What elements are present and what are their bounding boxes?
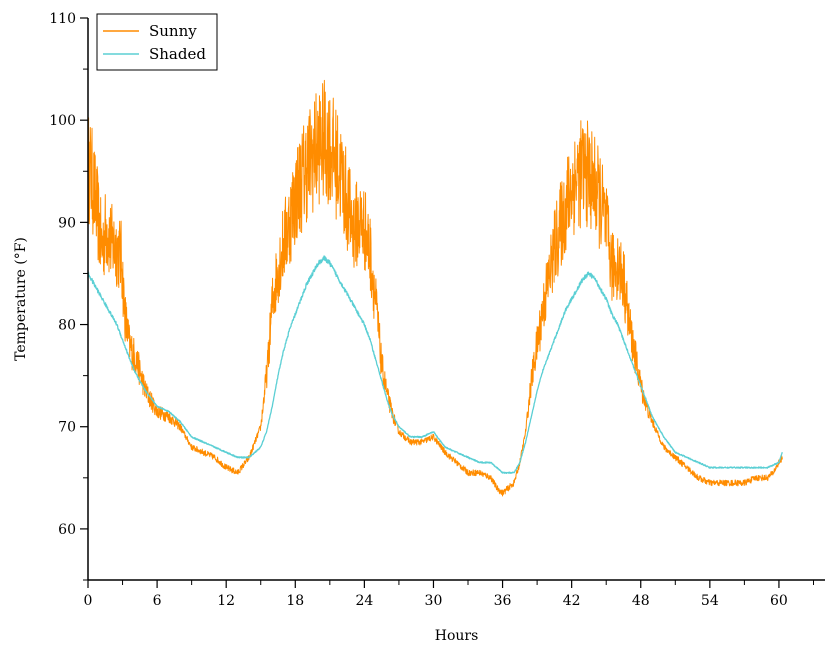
x-tick-label: 48 <box>632 593 650 609</box>
y-tick-label: 80 <box>58 318 76 334</box>
y-tick-label: 70 <box>58 420 76 436</box>
legend: Sunny Shaded <box>96 13 218 71</box>
y-tick-label: 110 <box>49 11 76 27</box>
ticks: 0 6 12 18 24 30 36 42 48 54 60 60 70 80 90 100 110 <box>49 11 814 609</box>
plot-area <box>87 79 783 497</box>
x-tick-label: 42 <box>563 593 581 609</box>
x-tick-label: 6 <box>153 593 162 609</box>
x-tick-label: 18 <box>286 593 304 609</box>
x-tick-label: 60 <box>770 593 788 609</box>
legend-box <box>96 13 218 71</box>
series-line-sunny <box>87 79 783 497</box>
x-tick-label: 0 <box>84 593 93 609</box>
y-tick-label: 90 <box>58 215 76 231</box>
y-axis-label: Temperature (°F) <box>13 237 29 361</box>
y-tick-label: 60 <box>58 522 76 538</box>
x-tick-label: 24 <box>355 593 373 609</box>
axes <box>87 18 825 581</box>
x-tick-label: 12 <box>217 593 235 609</box>
x-tick-label: 30 <box>425 593 443 609</box>
x-tick-label: 54 <box>701 593 719 609</box>
x-axis-label: Hours <box>435 628 479 644</box>
x-tick-label: 36 <box>494 593 512 609</box>
series-line-shaded <box>87 255 783 475</box>
legend-label-sunny: Sunny <box>149 22 197 40</box>
y-tick-label: 100 <box>49 113 76 129</box>
legend-label-shaded: Shaded <box>149 45 206 63</box>
